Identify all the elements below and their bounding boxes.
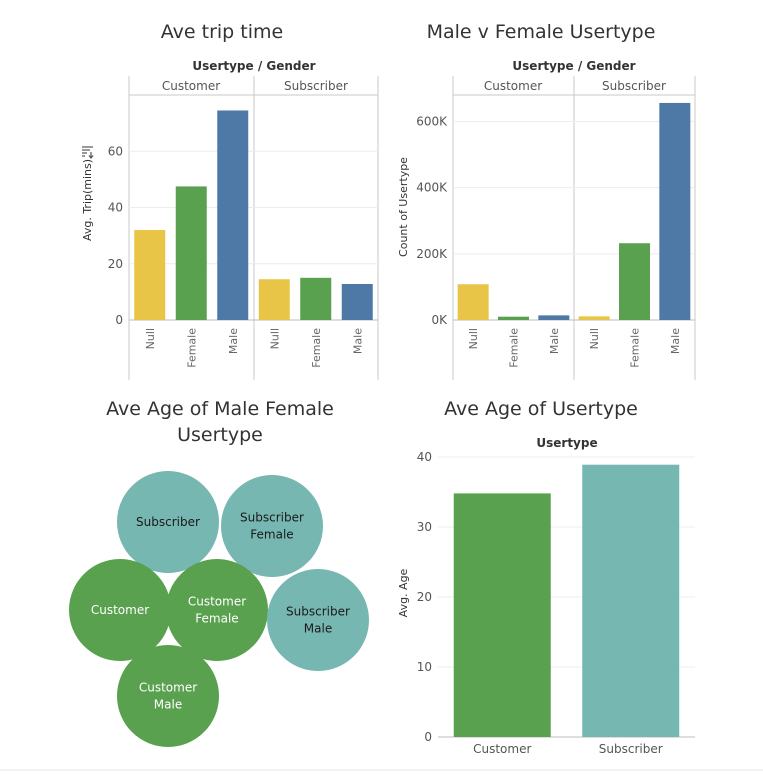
bubble-circle[interactable] — [267, 569, 369, 671]
trip-chart-title: Ave trip time — [161, 21, 283, 43]
bar-subscriber-female[interactable] — [619, 243, 650, 320]
y-tick-label: 30 — [417, 520, 432, 534]
category-label: Null — [144, 328, 157, 349]
category-label: Male — [351, 328, 364, 354]
bubble-customer-male[interactable]: Customer Male — [117, 645, 219, 747]
bubble-circle[interactable] — [117, 645, 219, 747]
bar-customer-null[interactable] — [457, 284, 489, 320]
y-tick-label: 600K — [416, 114, 448, 128]
count-category-labels: Null Female Male Null Female Male — [467, 328, 682, 368]
bubble-title-line-2: Usertype — [177, 424, 263, 446]
bar-customer-null[interactable] — [134, 230, 166, 320]
bar-subscriber-null[interactable] — [578, 316, 610, 320]
bar-subscriber-null[interactable] — [258, 279, 290, 320]
category-label: Customer — [473, 742, 531, 756]
bubble-label: Customer — [188, 595, 246, 609]
sort-descending-icon[interactable] — [82, 146, 94, 159]
trip-group-customer: Customer — [162, 79, 220, 93]
age-bubble-chart: Ave Age of Male Female Usertype Subscrib… — [69, 398, 369, 747]
bubble-title-line-1: Ave Age of Male Female — [106, 398, 334, 420]
age-y-ticks: 0 10 20 30 40 — [417, 450, 432, 744]
category-label: Male — [548, 328, 561, 354]
y-tick-label: 0K — [431, 313, 448, 327]
age-category-labels: Customer Subscriber — [473, 742, 663, 756]
bubble-label: Subscriber — [240, 511, 304, 525]
age-chart-header: Usertype — [536, 436, 597, 450]
bubble-label: Female — [250, 528, 293, 542]
trip-group-subscriber: Subscriber — [284, 79, 348, 93]
bar-subscriber-male[interactable] — [341, 284, 373, 320]
bubble-circle[interactable] — [166, 559, 268, 661]
y-tick-label: 40 — [417, 450, 432, 464]
bubble-subscriber-male[interactable]: Subscriber Male — [267, 569, 369, 671]
bubble-label: Customer — [91, 603, 149, 617]
y-tick-label: 10 — [417, 660, 432, 674]
bubble-circle[interactable] — [117, 471, 219, 573]
category-label: Female — [629, 328, 642, 368]
age-chart-title: Ave Age of Usertype — [444, 398, 638, 420]
category-label: Subscriber — [599, 742, 663, 756]
y-tick-label: 0 — [115, 313, 123, 327]
count-y-axis-label: Count of Usertype — [397, 157, 410, 257]
bar-customer-male[interactable] — [538, 315, 570, 320]
bar-customer[interactable] — [453, 493, 551, 737]
category-label: Female — [185, 328, 198, 368]
y-tick-label: 60 — [108, 144, 123, 158]
bubble-subscriber-female[interactable]: Subscriber Female — [221, 475, 323, 577]
count-y-ticks: 0K 200K 400K 600K — [416, 114, 448, 327]
bubble-label: Subscriber — [136, 515, 200, 529]
trip-category-labels: Null Female Male Null Female Male — [144, 328, 365, 368]
trip-time-chart: Ave trip time Usertype / Gender Customer… — [81, 21, 379, 380]
y-tick-label: 20 — [108, 257, 123, 271]
bar-customer-female[interactable] — [175, 186, 207, 320]
category-label: Male — [227, 328, 240, 354]
age-bars — [453, 464, 680, 737]
trip-chart-header: Usertype / Gender — [192, 59, 315, 73]
count-chart-title: Male v Female Usertype — [427, 21, 656, 43]
count-group-customer: Customer — [484, 79, 542, 93]
bubbles: Subscriber SubscriberFemaleCustomerCustom… — [69, 471, 369, 747]
age-bar-chart: Ave Age of Usertype Usertype 0 10 20 30 40 C… — [397, 398, 695, 756]
trip-bars — [134, 110, 373, 320]
bubble-label: Subscriber — [286, 605, 350, 619]
category-label: Male — [669, 328, 682, 354]
bubble-label: Female — [195, 612, 238, 626]
count-group-subscriber: Subscriber — [602, 79, 666, 93]
bubble-label: Male — [154, 698, 182, 712]
bubble-circle[interactable] — [69, 559, 171, 661]
y-tick-label: 0 — [424, 730, 432, 744]
age-y-axis-label: Avg. Age — [397, 568, 410, 617]
bar-customer-male[interactable] — [217, 110, 249, 320]
count-bars — [457, 102, 691, 320]
trip-y-axis-label: Avg. Trip(mins) — [81, 159, 94, 241]
bubble-customer-female[interactable]: Customer Female — [166, 559, 268, 661]
bubble-label: Customer — [139, 681, 197, 695]
bubble-subscriber[interactable]: Subscriber — [117, 471, 219, 573]
category-label: Null — [588, 328, 601, 349]
y-tick-label: 200K — [416, 247, 448, 261]
trip-y-ticks: 0 20 40 60 — [108, 144, 123, 327]
y-tick-label: 20 — [417, 590, 432, 604]
usertype-count-chart: Male v Female Usertype Usertype / Gender… — [397, 21, 696, 380]
category-label: Female — [310, 328, 323, 368]
count-gridlines — [453, 120, 695, 255]
category-label: Null — [467, 328, 480, 349]
bubble-label: Male — [304, 622, 332, 636]
bubble-customer[interactable]: Customer — [69, 559, 171, 661]
category-label: Null — [268, 328, 281, 349]
trip-gridlines — [129, 150, 378, 265]
count-chart-header: Usertype / Gender — [512, 59, 635, 73]
bar-subscriber-male[interactable] — [659, 102, 691, 320]
bar-subscriber[interactable] — [582, 464, 680, 737]
bar-customer-female[interactable] — [498, 316, 529, 320]
y-tick-label: 400K — [416, 181, 448, 195]
bar-subscriber-female[interactable] — [300, 277, 332, 320]
category-label: Female — [508, 328, 521, 368]
y-tick-label: 40 — [108, 201, 123, 215]
bubble-circle[interactable] — [221, 475, 323, 577]
